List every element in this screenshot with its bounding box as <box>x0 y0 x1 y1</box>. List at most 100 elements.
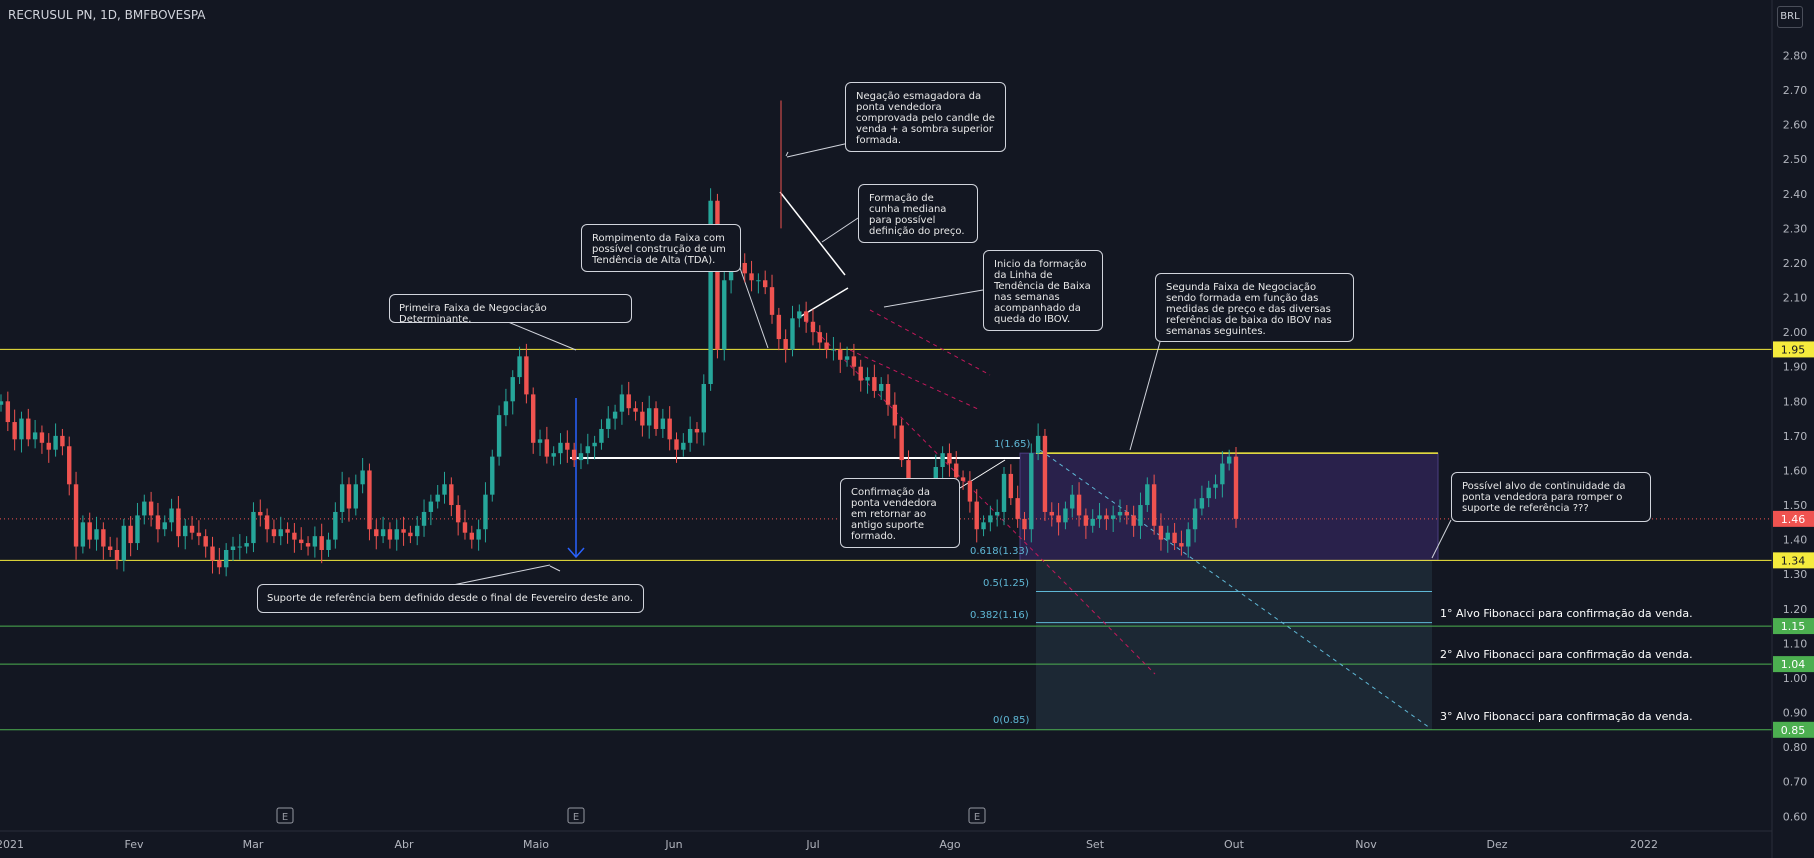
candle-body <box>531 394 536 443</box>
candle <box>415 516 420 546</box>
candle-body <box>1015 498 1020 519</box>
price-marker-label: 0.85 <box>1781 724 1806 737</box>
price-marker: 1.95 <box>1773 341 1814 358</box>
candle <box>537 429 543 456</box>
candle-body <box>367 470 372 530</box>
time-tick-label: Jul <box>805 838 819 851</box>
candle-body <box>428 501 434 512</box>
price-axis: 2.80 2.70 2.60 2.50 2.40 2.30 2.20 2.10 2.00 1.90… <box>1771 0 1808 858</box>
currency-button[interactable]: BRL <box>1777 6 1803 28</box>
candle-body <box>1220 463 1225 485</box>
candle-body <box>578 453 584 461</box>
annotation-cunha: Formação de cunha mediana para possível … <box>858 184 978 243</box>
candle <box>565 430 570 463</box>
time-tick-label: Dez <box>1486 838 1507 851</box>
candle-body <box>756 280 761 282</box>
price-tick-label: 1.70 <box>1783 430 1808 443</box>
candle-body <box>694 428 700 433</box>
price-marker-label: 1.04 <box>1781 658 1806 671</box>
candle-body <box>326 539 331 550</box>
candle-body <box>1158 525 1164 540</box>
price-tick-label: 2.70 <box>1783 84 1808 97</box>
candle-body <box>551 453 556 457</box>
candle-body <box>790 318 795 350</box>
candle-body <box>483 494 488 530</box>
callout-negacao <box>786 142 850 158</box>
candle-body <box>810 321 816 333</box>
candle-body <box>1083 515 1089 526</box>
candle <box>12 409 17 451</box>
price-tick-label: 0.70 <box>1783 776 1808 789</box>
candle <box>1220 451 1225 498</box>
price-marker-label: 1.34 <box>1781 554 1806 567</box>
candle <box>1008 464 1014 506</box>
candle <box>715 193 720 359</box>
candle <box>1049 502 1054 527</box>
candle-body <box>1070 494 1075 509</box>
earnings-marker: E <box>567 807 585 824</box>
candle-body <box>46 442 51 450</box>
price-tick-label: 1.60 <box>1783 464 1808 477</box>
candle <box>1206 480 1211 508</box>
candle <box>442 471 447 504</box>
callout-suporte-line <box>447 564 551 587</box>
candle <box>872 364 877 398</box>
candle-body <box>1110 515 1116 519</box>
candle-body <box>872 377 877 391</box>
candle-body <box>1233 456 1239 519</box>
candle-body <box>1029 453 1034 530</box>
annotation-alvo-2: 2° Alvo Fibonacci para confirmação da ve… <box>1440 648 1693 661</box>
time-tick-label: Set <box>1086 838 1105 851</box>
candle <box>571 442 577 468</box>
candle <box>217 547 222 575</box>
candle-body <box>899 425 904 461</box>
price-tick-label: 1.10 <box>1783 637 1808 650</box>
candle <box>223 543 229 577</box>
candle <box>503 388 509 427</box>
candle-body <box>954 463 959 478</box>
candle <box>101 522 106 560</box>
candle-body <box>1131 515 1136 526</box>
callout-rompimento <box>739 267 769 349</box>
candle <box>394 519 399 551</box>
callout-possivel <box>1431 519 1452 559</box>
candle <box>32 419 38 449</box>
candle <box>1158 513 1164 551</box>
candle-body <box>1199 498 1205 509</box>
candle-body <box>5 401 11 423</box>
candle-body <box>32 432 38 440</box>
price-marker: 1.15 <box>1773 618 1814 635</box>
callout-line <box>959 459 1006 489</box>
candle-body <box>687 428 693 443</box>
candle-body <box>380 529 386 537</box>
candle-body <box>1076 494 1082 516</box>
candle <box>87 512 92 549</box>
candle-body <box>415 525 420 537</box>
candle-body <box>660 418 666 429</box>
candle <box>380 516 386 544</box>
candle <box>1070 484 1075 518</box>
candle <box>1042 428 1048 521</box>
candle-body <box>408 532 413 537</box>
candle-body <box>469 532 475 540</box>
candle-body <box>1179 543 1184 547</box>
candle <box>851 343 857 376</box>
earnings-marker: E <box>276 807 294 824</box>
candle-body <box>53 435 58 450</box>
price-tick-label: 2.10 <box>1783 292 1808 305</box>
candle-body <box>442 484 447 495</box>
candle-body <box>960 477 966 481</box>
candle <box>258 499 263 527</box>
candle-body <box>1117 511 1123 516</box>
price-tick-label: 0.60 <box>1783 810 1808 823</box>
candle-body <box>1008 473 1014 499</box>
fib-label-1: 1(1.65) <box>994 439 1031 450</box>
candle-body <box>196 532 202 537</box>
candle <box>114 537 120 570</box>
candle <box>1090 509 1095 533</box>
candle <box>1083 508 1089 539</box>
candle <box>80 515 86 554</box>
candle <box>783 329 788 363</box>
candle-body <box>387 529 393 540</box>
